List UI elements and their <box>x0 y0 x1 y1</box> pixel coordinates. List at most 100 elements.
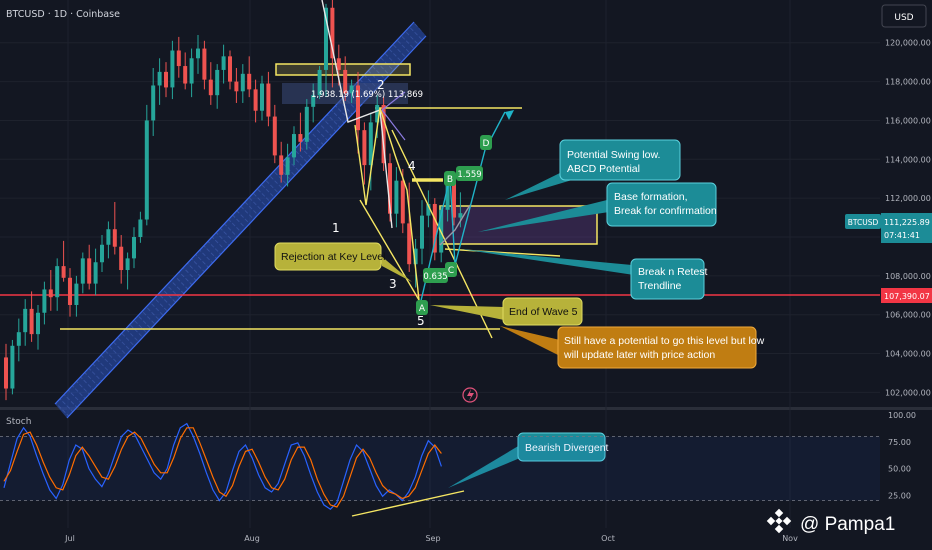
candle-body[interactable] <box>381 104 386 164</box>
currency-button[interactable] <box>881 4 927 28</box>
candle-body[interactable] <box>138 219 143 237</box>
stoch-k-line <box>3 422 442 510</box>
candle-body[interactable] <box>183 66 188 84</box>
candle-body[interactable] <box>330 7 335 59</box>
candle-body[interactable] <box>170 50 175 88</box>
candle-body[interactable] <box>119 246 124 271</box>
callout-end-wave5[interactable] <box>502 297 583 326</box>
stoch-pane[interactable] <box>0 411 880 528</box>
candle-body[interactable] <box>394 180 399 214</box>
candle-body[interactable] <box>407 223 412 265</box>
candle-body[interactable] <box>285 157 290 175</box>
candle-body[interactable] <box>260 83 264 111</box>
stoch-label: Stoch <box>6 417 31 427</box>
candle-body[interactable] <box>29 308 34 335</box>
trendline[interactable] <box>444 248 561 257</box>
candle-body[interactable] <box>215 69 220 96</box>
candle-body[interactable] <box>68 277 72 305</box>
support-price-label: 107,390.07 <box>884 292 930 301</box>
price-axis-area[interactable] <box>880 0 932 528</box>
point-a-badge[interactable] <box>416 300 428 315</box>
price-tick-label: 106,000.00 <box>885 311 931 320</box>
candle-body[interactable] <box>368 122 373 166</box>
callout-bearish-divergent[interactable] <box>517 432 606 462</box>
candle-body[interactable] <box>74 283 79 305</box>
candle-body[interactable] <box>336 58 341 70</box>
key-level-box[interactable] <box>275 63 411 76</box>
candle-body[interactable] <box>247 73 252 90</box>
candle-body[interactable] <box>452 180 456 218</box>
candle-body[interactable] <box>343 69 348 94</box>
candle-body[interactable] <box>4 357 8 389</box>
candle-body[interactable] <box>400 180 405 224</box>
price-tick-label: 102,000.00 <box>885 388 931 397</box>
callout-base-formation[interactable] <box>606 182 717 227</box>
wave-drawing[interactable] <box>321 0 514 339</box>
candle-body[interactable] <box>176 50 181 67</box>
candle-body[interactable] <box>144 120 149 220</box>
stochastic-oscillator[interactable] <box>0 422 880 510</box>
candle-body[interactable] <box>189 58 194 84</box>
candle-body[interactable] <box>36 312 40 335</box>
candle-body[interactable] <box>208 79 213 96</box>
candle-body[interactable] <box>266 83 271 117</box>
candle-body[interactable] <box>23 308 28 333</box>
candle-body[interactable] <box>80 258 85 284</box>
candle-body[interactable] <box>356 85 360 131</box>
candle-body[interactable] <box>426 203 431 216</box>
candle-body[interactable] <box>125 258 130 271</box>
candle-body[interactable] <box>234 81 239 92</box>
candle-body[interactable] <box>292 134 296 158</box>
candle-body[interactable] <box>445 180 450 210</box>
candle-body[interactable] <box>272 116 277 156</box>
candle-body[interactable] <box>16 332 21 346</box>
candle-body[interactable] <box>132 236 136 259</box>
candle-body[interactable] <box>228 56 232 82</box>
candle-body[interactable] <box>42 289 47 313</box>
candle-body[interactable] <box>10 345 15 389</box>
point-b-badge[interactable] <box>444 171 456 186</box>
candle-body[interactable] <box>112 229 117 247</box>
candle-body[interactable] <box>202 48 207 80</box>
candle-body[interactable] <box>48 289 53 298</box>
candle-body[interactable] <box>362 130 367 166</box>
candle-body[interactable] <box>317 69 322 96</box>
candle-body[interactable] <box>164 71 168 88</box>
candle-body[interactable] <box>106 229 111 245</box>
candle-body[interactable] <box>151 85 156 121</box>
candle-body[interactable] <box>458 213 463 218</box>
callout-swing-low[interactable] <box>559 139 681 181</box>
point-b-label: B <box>447 175 453 185</box>
callout-swing-low-line2: ABCD Potential <box>567 163 640 175</box>
candle-body[interactable] <box>100 244 104 263</box>
symbol-tag <box>845 214 881 229</box>
candle-body[interactable] <box>420 215 424 249</box>
candle-body[interactable] <box>240 73 245 92</box>
candle-body[interactable] <box>324 7 328 70</box>
candle-body[interactable] <box>311 95 316 107</box>
callout-rejection[interactable] <box>274 242 382 271</box>
candle-body[interactable] <box>61 266 66 278</box>
bearish-divergence-line[interactable] <box>351 490 465 517</box>
point-d-badge[interactable] <box>480 135 492 150</box>
candle-body[interactable] <box>279 155 284 175</box>
fib-low-badge[interactable] <box>423 268 448 283</box>
candle-body[interactable] <box>253 89 258 111</box>
callout-potential[interactable] <box>557 326 757 369</box>
candle-body[interactable] <box>221 56 226 70</box>
candle-body[interactable] <box>93 262 98 284</box>
candle-body[interactable] <box>349 85 354 94</box>
candle-body[interactable] <box>157 71 162 86</box>
candle-body[interactable] <box>304 106 309 142</box>
candle-body[interactable] <box>87 258 92 284</box>
candle-body[interactable] <box>196 48 200 59</box>
candle-body[interactable] <box>375 104 380 123</box>
candle-body[interactable] <box>432 203 437 253</box>
candle-body[interactable] <box>413 248 418 265</box>
candle-body[interactable] <box>388 163 392 214</box>
candle-body[interactable] <box>55 266 60 298</box>
candle-body[interactable] <box>298 134 303 142</box>
callout-break-retest[interactable] <box>630 258 705 300</box>
fib-high-badge[interactable] <box>456 166 483 181</box>
